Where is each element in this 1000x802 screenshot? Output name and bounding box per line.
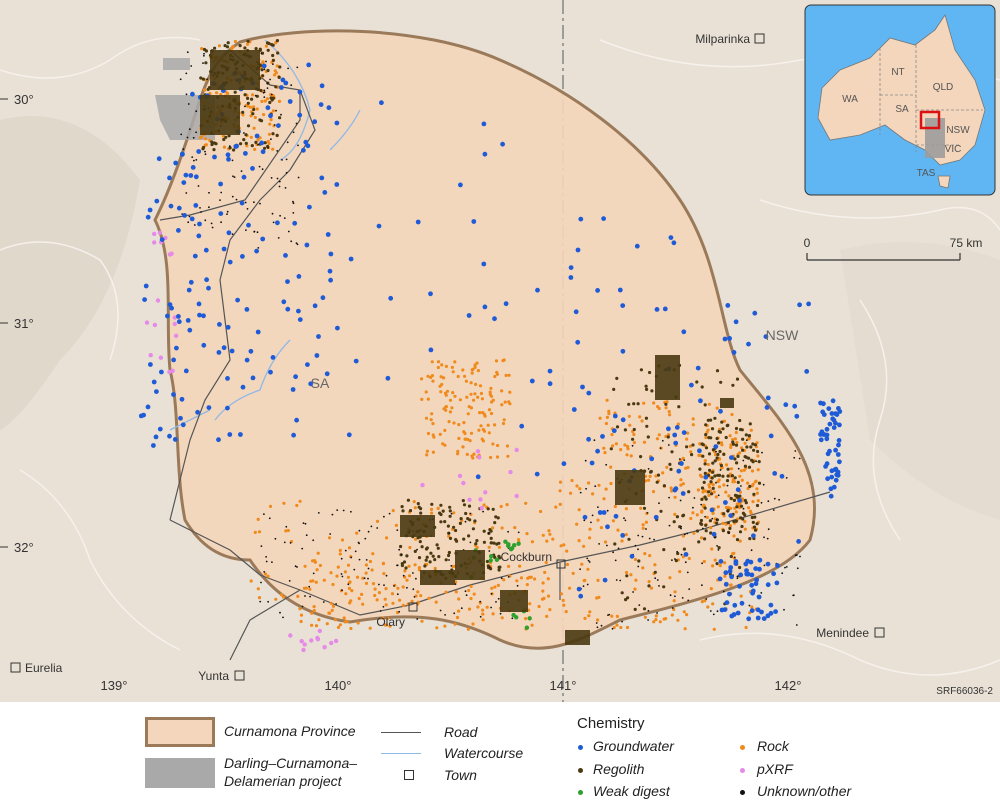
lon-140: 140° [325, 678, 352, 693]
terrain-shading [0, 116, 140, 430]
map-canvas: 30° 31° 32° 139° 140° 141° 142° SA NSW M… [0, 0, 1000, 702]
legend-regolith-dot [578, 768, 583, 773]
terrain-shading-east [840, 242, 1000, 520]
legend-pxrf-dot [740, 768, 745, 773]
inset-tasmania [937, 175, 951, 189]
legend-rock-dot [740, 745, 745, 750]
legend-province-label: Curnamona Province [224, 723, 356, 739]
legend-town-label: Town [444, 767, 477, 783]
inset-focus-box [919, 110, 941, 130]
map-code: SRF66036-2 [936, 686, 993, 697]
legend-project-label-1: Darling–Curnamona– [224, 755, 358, 771]
town-marker-cockburn [556, 559, 566, 569]
towns: Milparinka Cockburn Olary Yunta Eurelia … [10, 32, 885, 683]
inset-map: NT QLD WA SA NSW VIC TAS [804, 4, 996, 196]
town-marker-olary [408, 602, 418, 612]
inset-project-area [925, 118, 945, 158]
latitude-ticks [0, 98, 8, 548]
town-olary: Olary [376, 615, 405, 629]
lat-32: 32° [14, 540, 34, 555]
lon-142: 142° [775, 678, 802, 693]
legend-unknown-dot [740, 790, 745, 795]
town-marker-milparinka [754, 33, 765, 44]
legend-regolith-label: Regolith [593, 761, 645, 777]
inset-label-vic: VIC [945, 144, 962, 155]
legend-weak-digest-label: Weak digest [593, 783, 670, 799]
lon-139: 139° [101, 678, 128, 693]
legend-town-marker [404, 770, 414, 780]
legend-project-swatch [145, 758, 215, 788]
town-menindee: Menindee [816, 626, 869, 640]
legend-groundwater-label: Groundwater [593, 738, 674, 754]
inset-label-nt: NT [891, 67, 904, 78]
inset-label-nsw: NSW [946, 125, 970, 136]
curnamona-province [153, 29, 816, 650]
legend-unknown-label: Unknown/other [757, 783, 852, 799]
lat-30: 30° [14, 92, 34, 107]
legend-province-swatch [145, 717, 215, 747]
longitude-labels: 139° 140° 141° 142° [101, 678, 802, 693]
inset-label-qld: QLD [933, 82, 954, 93]
legend-watercourse-label: Watercourse [444, 745, 524, 761]
town-cockburn: Cockburn [501, 550, 552, 564]
pxrf-samples [144, 230, 519, 653]
lat-31: 31° [14, 316, 34, 331]
inset-label-wa: WA [842, 94, 858, 105]
scale-start: 0 [804, 236, 811, 250]
roads [159, 49, 831, 661]
project-area-north [163, 58, 190, 70]
legend-rock-label: Rock [757, 738, 789, 754]
town-milparinka: Milparinka [695, 32, 750, 46]
regolith-blocks [200, 50, 734, 645]
lon-141: 141° [550, 678, 577, 693]
town-yunta: Yunta [198, 669, 229, 683]
town-marker-menindee [874, 627, 885, 638]
unknown-samples [179, 51, 801, 630]
town-marker-eurelia [10, 662, 21, 673]
legend-road-label: Road [444, 724, 478, 740]
inset-label-sa: SA [895, 104, 909, 115]
watercourses [169, 39, 361, 431]
legend-weak-digest-dot [578, 790, 583, 795]
legend-pxrf-label: pXRF [757, 761, 793, 777]
town-marker-yunta [234, 670, 245, 681]
inset-label-tas: TAS [917, 168, 936, 179]
legend-project-label-2: Delamerian project [224, 773, 342, 789]
scale-bar: 0 75 km [804, 236, 983, 261]
legend-watercourse-line [381, 753, 421, 754]
state-label-sa: SA [311, 375, 330, 391]
legend-chemistry-title: Chemistry [577, 715, 645, 732]
legend-road-line [381, 732, 421, 733]
catchment-boundaries [0, 36, 1000, 676]
state-label-nsw: NSW [766, 327, 799, 343]
scale-end: 75 km [950, 236, 983, 250]
town-eurelia: Eurelia [25, 661, 63, 675]
latitude-labels: 30° 31° 32° [14, 92, 34, 555]
legend-groundwater-dot [578, 745, 583, 750]
